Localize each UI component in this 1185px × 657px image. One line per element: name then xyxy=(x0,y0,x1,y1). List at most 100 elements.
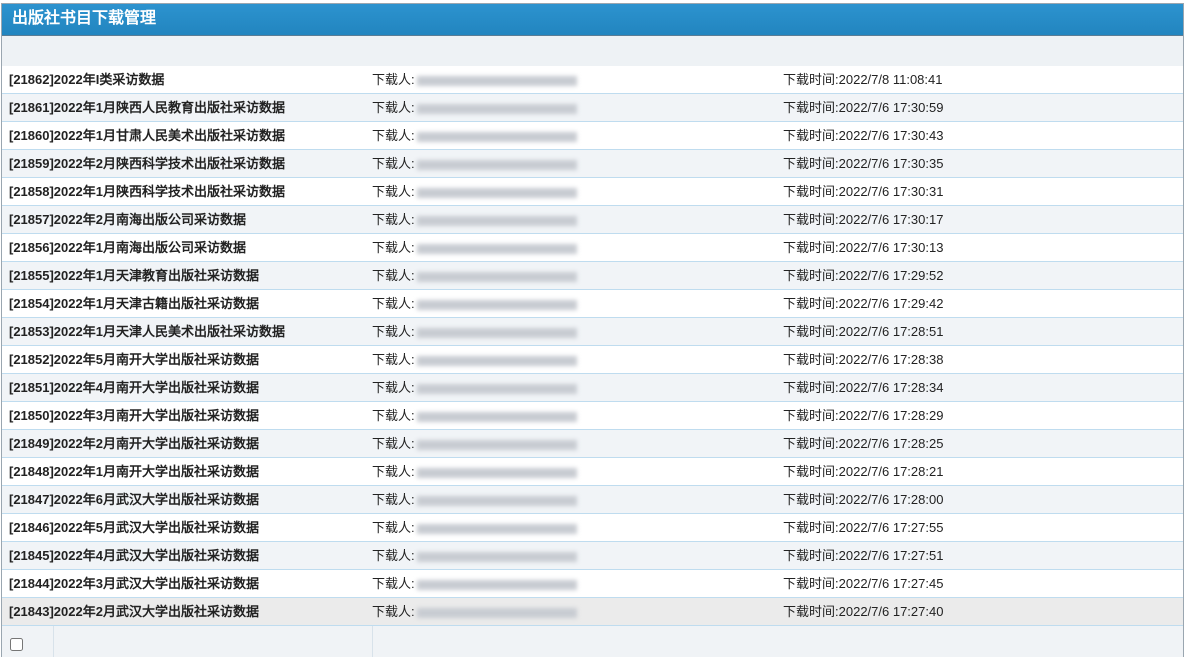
time-label: 下载时间: xyxy=(783,380,839,395)
downloader: 下载人: xyxy=(372,374,577,401)
downloader-name-blurred xyxy=(416,103,577,114)
download-time: 下载时间:2022/7/6 17:28:00 xyxy=(783,486,943,513)
downloader-label: 下载人: xyxy=(372,324,415,339)
catalog-title[interactable]: [21853]2022年1月天津人民美术出版社采访数据 xyxy=(9,324,285,339)
catalog-title[interactable]: [21859]2022年2月陕西科学技术出版社采访数据 xyxy=(9,156,285,171)
downloader: 下载人: xyxy=(372,206,577,233)
table-row[interactable]: [21861]2022年1月陕西人民教育出版社采访数据 下载人: 下载时间:20… xyxy=(2,94,1183,122)
table-row[interactable]: [21855]2022年1月天津教育出版社采访数据 下载人: 下载时间:2022… xyxy=(2,262,1183,290)
time-label: 下载时间: xyxy=(783,184,839,199)
table-row[interactable]: [21860]2022年1月甘肃人民美术出版社采访数据 下载人: 下载时间:20… xyxy=(2,122,1183,150)
catalog-title[interactable]: [21860]2022年1月甘肃人民美术出版社采访数据 xyxy=(9,128,285,143)
catalog-title[interactable]: [21861]2022年1月陕西人民教育出版社采访数据 xyxy=(9,100,285,115)
toolbar-band xyxy=(2,36,1183,66)
table-row[interactable]: [21844]2022年3月武汉大学出版社采访数据 下载人: 下载时间:2022… xyxy=(2,570,1183,598)
table-row[interactable]: [21847]2022年6月武汉大学出版社采访数据 下载人: 下载时间:2022… xyxy=(2,486,1183,514)
downloader-label: 下载人: xyxy=(372,380,415,395)
downloader: 下载人: xyxy=(372,514,577,541)
table-row[interactable]: [21849]2022年2月南开大学出版社采访数据 下载人: 下载时间:2022… xyxy=(2,430,1183,458)
table-row[interactable]: [21859]2022年2月陕西科学技术出版社采访数据 下载人: 下载时间:20… xyxy=(2,150,1183,178)
catalog-title[interactable]: [21845]2022年4月武汉大学出版社采访数据 xyxy=(9,548,259,563)
catalog-title[interactable]: [21847]2022年6月武汉大学出版社采访数据 xyxy=(9,492,259,507)
time-label: 下载时间: xyxy=(783,100,839,115)
download-time: 下载时间:2022/7/6 17:30:31 xyxy=(783,178,943,205)
downloader-name-blurred xyxy=(416,383,577,394)
catalog-title[interactable]: [21848]2022年1月南开大学出版社采访数据 xyxy=(9,464,259,479)
downloader: 下载人: xyxy=(372,570,577,597)
download-time: 下载时间:2022/7/6 17:30:13 xyxy=(783,234,943,261)
table-row[interactable]: [21851]2022年4月南开大学出版社采访数据 下载人: 下载时间:2022… xyxy=(2,374,1183,402)
table-row[interactable]: [21856]2022年1月南海出版公司采访数据 下载人: 下载时间:2022/… xyxy=(2,234,1183,262)
table-row[interactable]: [21846]2022年5月武汉大学出版社采访数据 下载人: 下载时间:2022… xyxy=(2,514,1183,542)
catalog-title[interactable]: [21846]2022年5月武汉大学出版社采访数据 xyxy=(9,520,259,535)
catalog-title[interactable]: [21855]2022年1月天津教育出版社采访数据 xyxy=(9,268,259,283)
table-row[interactable]: [21850]2022年3月南开大学出版社采访数据 下载人: 下载时间:2022… xyxy=(2,402,1183,430)
download-time: 下载时间:2022/7/6 17:29:42 xyxy=(783,290,943,317)
select-all-checkbox[interactable] xyxy=(10,638,23,651)
table-row[interactable]: [21862]2022年I类采访数据 下载人: 下载时间:2022/7/8 11… xyxy=(2,66,1183,94)
downloader: 下载人: xyxy=(372,122,577,149)
downloader-name-blurred xyxy=(416,355,577,366)
catalog-title[interactable]: [21856]2022年1月南海出版公司采访数据 xyxy=(9,240,246,255)
download-time: 下载时间:2022/7/6 17:27:55 xyxy=(783,514,943,541)
catalog-title[interactable]: [21850]2022年3月南开大学出版社采访数据 xyxy=(9,408,259,423)
time-label: 下载时间: xyxy=(783,352,839,367)
downloader-name-blurred xyxy=(416,299,577,310)
downloader-name-blurred xyxy=(416,607,577,618)
catalog-title[interactable]: [21851]2022年4月南开大学出版社采访数据 xyxy=(9,380,259,395)
download-time: 下载时间:2022/7/6 17:30:43 xyxy=(783,122,943,149)
time-value: 2022/7/6 17:28:25 xyxy=(838,436,944,451)
time-value: 2022/7/6 17:29:42 xyxy=(838,296,944,311)
download-time: 下载时间:2022/7/6 17:28:38 xyxy=(783,346,943,373)
catalog-title[interactable]: [21844]2022年3月武汉大学出版社采访数据 xyxy=(9,576,259,591)
table-row[interactable]: [21858]2022年1月陕西科学技术出版社采访数据 下载人: 下载时间:20… xyxy=(2,178,1183,206)
downloader: 下载人: xyxy=(372,542,577,569)
downloader-name-blurred xyxy=(416,495,577,506)
divider xyxy=(53,626,54,657)
time-label: 下载时间: xyxy=(783,72,839,87)
catalog-title[interactable]: [21854]2022年1月天津古籍出版社采访数据 xyxy=(9,296,259,311)
time-label: 下载时间: xyxy=(783,296,839,311)
table-row[interactable]: [21852]2022年5月南开大学出版社采访数据 下载人: 下载时间:2022… xyxy=(2,346,1183,374)
time-label: 下载时间: xyxy=(783,240,839,255)
page-title: 出版社书目下载管理 xyxy=(2,4,1183,36)
downloader-name-blurred xyxy=(416,159,577,170)
time-label: 下载时间: xyxy=(783,212,839,227)
downloader: 下载人: xyxy=(372,94,577,121)
downloader-label: 下载人: xyxy=(372,604,415,619)
time-value: 2022/7/6 17:28:38 xyxy=(838,352,944,367)
downloader-name-blurred xyxy=(416,551,577,562)
downloader: 下载人: xyxy=(372,178,577,205)
time-label: 下载时间: xyxy=(783,464,839,479)
catalog-title[interactable]: [21858]2022年1月陕西科学技术出版社采访数据 xyxy=(9,184,285,199)
downloader-name-blurred xyxy=(416,243,577,254)
downloader: 下载人: xyxy=(372,234,577,261)
table-row[interactable]: [21857]2022年2月南海出版公司采访数据 下载人: 下载时间:2022/… xyxy=(2,206,1183,234)
time-value: 2022/7/6 17:28:00 xyxy=(838,492,944,507)
download-time: 下载时间:2022/7/6 17:28:34 xyxy=(783,374,943,401)
table-row[interactable]: [21853]2022年1月天津人民美术出版社采访数据 下载人: 下载时间:20… xyxy=(2,318,1183,346)
time-label: 下载时间: xyxy=(783,604,839,619)
downloader-name-blurred xyxy=(416,411,577,422)
downloader-name-blurred xyxy=(416,467,577,478)
download-time: 下载时间:2022/7/6 17:28:25 xyxy=(783,430,943,457)
downloader-label: 下载人: xyxy=(372,212,415,227)
catalog-title[interactable]: [21862]2022年I类采访数据 xyxy=(9,72,165,87)
catalog-title[interactable]: [21843]2022年2月武汉大学出版社采访数据 xyxy=(9,604,259,619)
table-row[interactable]: [21845]2022年4月武汉大学出版社采访数据 下载人: 下载时间:2022… xyxy=(2,542,1183,570)
download-time: 下载时间:2022/7/6 17:28:51 xyxy=(783,318,943,345)
downloader: 下载人: xyxy=(372,318,577,345)
downloader-name-blurred xyxy=(416,271,577,282)
downloader-name-blurred xyxy=(416,327,577,338)
catalog-title[interactable]: [21849]2022年2月南开大学出版社采访数据 xyxy=(9,436,259,451)
table-row[interactable]: [21843]2022年2月武汉大学出版社采访数据 下载人: 下载时间:2022… xyxy=(2,598,1183,626)
download-time: 下载时间:2022/7/8 11:08:41 xyxy=(783,66,942,93)
catalog-title[interactable]: [21857]2022年2月南海出版公司采访数据 xyxy=(9,212,246,227)
table-row[interactable]: [21854]2022年1月天津古籍出版社采访数据 下载人: 下载时间:2022… xyxy=(2,290,1183,318)
catalog-title[interactable]: [21852]2022年5月南开大学出版社采访数据 xyxy=(9,352,259,367)
divider xyxy=(372,626,373,657)
downloader-label: 下载人: xyxy=(372,240,415,255)
table-row[interactable]: [21848]2022年1月南开大学出版社采访数据 下载人: 下载时间:2022… xyxy=(2,458,1183,486)
download-list: [21862]2022年I类采访数据 下载人: 下载时间:2022/7/8 11… xyxy=(2,66,1183,626)
time-value: 2022/7/6 17:28:29 xyxy=(838,408,944,423)
